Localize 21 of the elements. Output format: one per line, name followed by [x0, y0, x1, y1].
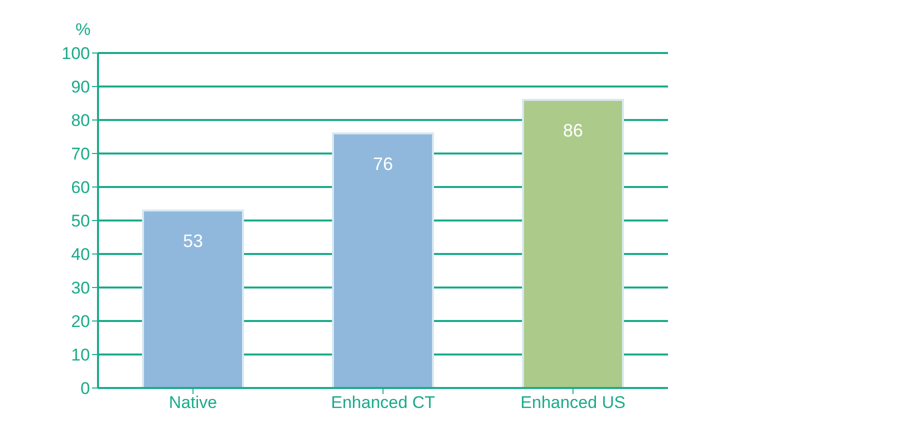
y-tick-label: 50: [71, 212, 90, 231]
bar: [332, 132, 434, 388]
y-tick-label: 100: [62, 44, 90, 64]
y-tick-label: 70: [71, 144, 90, 164]
x-tick-label: Enhanced US: [520, 393, 626, 412]
y-tick-label: 80: [71, 111, 90, 130]
y-tick-label: 30: [71, 278, 90, 298]
y-tick-label: 40: [71, 245, 90, 264]
y-tick-label: 20: [71, 312, 90, 332]
data-label: 76: [372, 154, 394, 174]
y-tick-label: 0: [80, 379, 90, 398]
bar: [522, 98, 624, 388]
y-tick-label: 90: [71, 78, 90, 97]
y-axis-title: %: [75, 20, 91, 39]
y-tick-label: 10: [71, 346, 90, 365]
x-tick-label: Enhanced CT: [331, 393, 435, 412]
data-label: 86: [562, 120, 584, 141]
data-label: 53: [182, 231, 204, 252]
y-tick-label: 60: [71, 178, 90, 198]
x-tick-label: Native: [168, 393, 218, 412]
bar: [142, 209, 244, 388]
